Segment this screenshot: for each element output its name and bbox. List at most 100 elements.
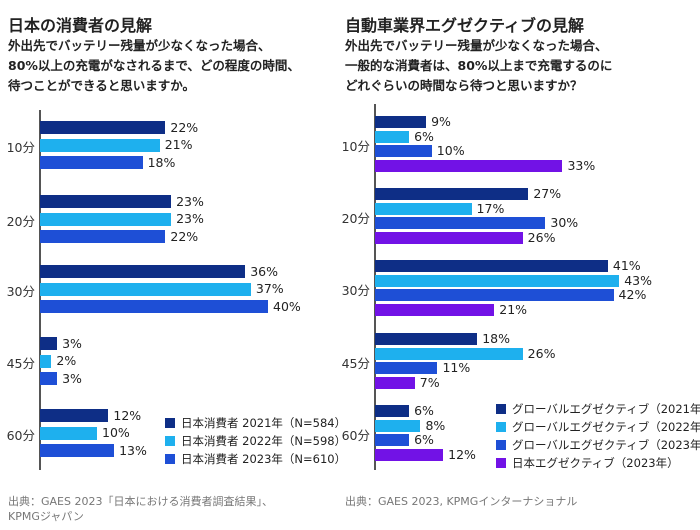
data-label: 7% — [419, 374, 440, 390]
bar — [375, 434, 410, 446]
legend-swatch — [165, 436, 175, 446]
legend-swatch — [165, 454, 175, 464]
bar — [40, 372, 58, 385]
bar — [40, 444, 115, 457]
source-line: KPMGジャパン — [8, 510, 84, 523]
bar — [40, 300, 268, 313]
subtitle-line: 外出先でバッテリー残量が少なくなった場合、 — [8, 38, 271, 53]
subtitle-line: 80%以上の充電がなされるまで、どの程度の時間、 — [8, 58, 300, 73]
bar — [375, 145, 432, 157]
data-label: 18% — [147, 154, 176, 170]
bar — [375, 405, 410, 417]
data-label: 11% — [442, 360, 471, 375]
data-label: 41% — [612, 258, 641, 273]
bar — [375, 130, 410, 143]
category-label: 10分 — [6, 140, 35, 155]
bar — [375, 376, 415, 389]
legend-label: グローバルエグゼクティブ（2022年） — [512, 420, 700, 434]
data-label: 40% — [273, 298, 301, 314]
data-label: 10% — [102, 425, 130, 440]
subtitle-line: どれぐらいの時間なら待つと思いますか？ — [345, 78, 583, 93]
data-label: 23% — [176, 211, 204, 226]
bar — [40, 230, 166, 243]
legend-item: グローバルエグゼクティブ（2022年） — [496, 418, 700, 436]
bar — [375, 419, 421, 432]
legend-label: グローバルエグゼクティブ（2021年） — [512, 402, 700, 416]
category-label: 30分 — [341, 282, 370, 298]
category-label: 60分 — [341, 427, 370, 443]
legend: グローバルエグゼクティブ（2021年） グローバルエグゼクティブ（2022年） グロ… — [496, 400, 700, 472]
data-label: 21% — [164, 137, 193, 152]
bar — [375, 260, 608, 272]
bar — [40, 156, 143, 169]
left-chart-subtitle: 外出先でバッテリー残量が少なくなった場合、 80%以上の充電がなされるまで、どの… — [8, 36, 300, 96]
legend-item: 日本消費者 2023年（N=610） — [165, 450, 346, 468]
bar — [375, 159, 563, 172]
data-label: 26% — [527, 345, 556, 361]
legend-swatch — [496, 404, 506, 414]
legend-item: グローバルエグゼクティブ（2023年） — [496, 436, 700, 454]
bar — [375, 217, 546, 229]
data-label: 10% — [436, 143, 465, 158]
data-label: 2% — [56, 353, 77, 368]
bar — [375, 362, 438, 374]
bar — [375, 333, 478, 345]
data-label: 26% — [527, 229, 556, 245]
bar — [40, 138, 160, 152]
bar — [375, 116, 427, 128]
data-label: 6% — [414, 403, 434, 418]
data-label: 21% — [499, 301, 528, 317]
data-label: 22% — [170, 228, 199, 244]
legend-swatch — [496, 440, 506, 450]
bar — [40, 337, 58, 350]
bar — [40, 121, 166, 134]
data-label: 8% — [425, 417, 446, 433]
bar — [375, 448, 444, 461]
bar — [40, 195, 172, 208]
data-label: 12% — [448, 446, 476, 462]
data-label: 12% — [113, 407, 142, 423]
legend-label: 日本エグゼクティブ（2023年） — [512, 456, 679, 470]
category-label: 45分 — [6, 356, 35, 371]
data-label: 42% — [618, 287, 647, 302]
legend-swatch — [165, 418, 175, 428]
legend-item: 日本エグゼクティブ（2023年） — [496, 454, 700, 472]
subtitle-line: 外出先でバッテリー残量が少なくなった場合、 — [345, 38, 608, 53]
data-label: 27% — [533, 186, 562, 201]
data-label: 3% — [62, 370, 82, 386]
data-label: 37% — [255, 281, 284, 296]
data-label: 33% — [567, 157, 596, 173]
data-label: 43% — [624, 272, 653, 288]
category-label: 45分 — [341, 355, 370, 371]
legend-item: 日本消費者 2021年（N=584） — [165, 414, 346, 432]
data-label: 22% — [170, 119, 199, 135]
source-line: 出典：GAES 2023「日本における消費者調査結果」、 — [8, 495, 273, 508]
bar — [375, 231, 523, 244]
category-label: 30分 — [6, 284, 35, 299]
bar — [40, 409, 109, 422]
subtitle-line: 一般的な消費者は、80%以上まで充電するのに — [345, 58, 613, 73]
legend-swatch — [496, 458, 506, 468]
category-label: 20分 — [6, 214, 35, 229]
data-label: 9% — [431, 114, 451, 129]
bar — [375, 347, 523, 360]
source-line: 出典：GAES 2023, KPMGインターナショナル — [345, 495, 578, 508]
data-label: 13% — [119, 442, 147, 458]
bar — [40, 426, 97, 440]
subtitle-line: 待つことができると思いますか。 — [8, 78, 196, 93]
bar — [375, 274, 620, 287]
data-label: 6% — [414, 128, 434, 144]
data-label: 18% — [482, 331, 511, 346]
legend-item: 日本消費者 2022年（N=598） — [165, 432, 346, 450]
category-label: 20分 — [341, 210, 370, 226]
bar — [40, 354, 52, 368]
bar — [375, 202, 472, 215]
data-label: 17% — [476, 200, 505, 216]
bar — [375, 303, 495, 316]
category-label: 60分 — [6, 428, 35, 443]
right-chart-title: 自動車業界エグゼクティブの見解 — [345, 16, 585, 35]
bar — [40, 265, 246, 278]
left-source: 出典：GAES 2023「日本における消費者調査結果」、 KPMGジャパン — [8, 494, 273, 524]
legend-label: 日本消費者 2023年（N=610） — [181, 452, 347, 466]
left-chart-title: 日本の消費者の見解 — [8, 16, 153, 35]
